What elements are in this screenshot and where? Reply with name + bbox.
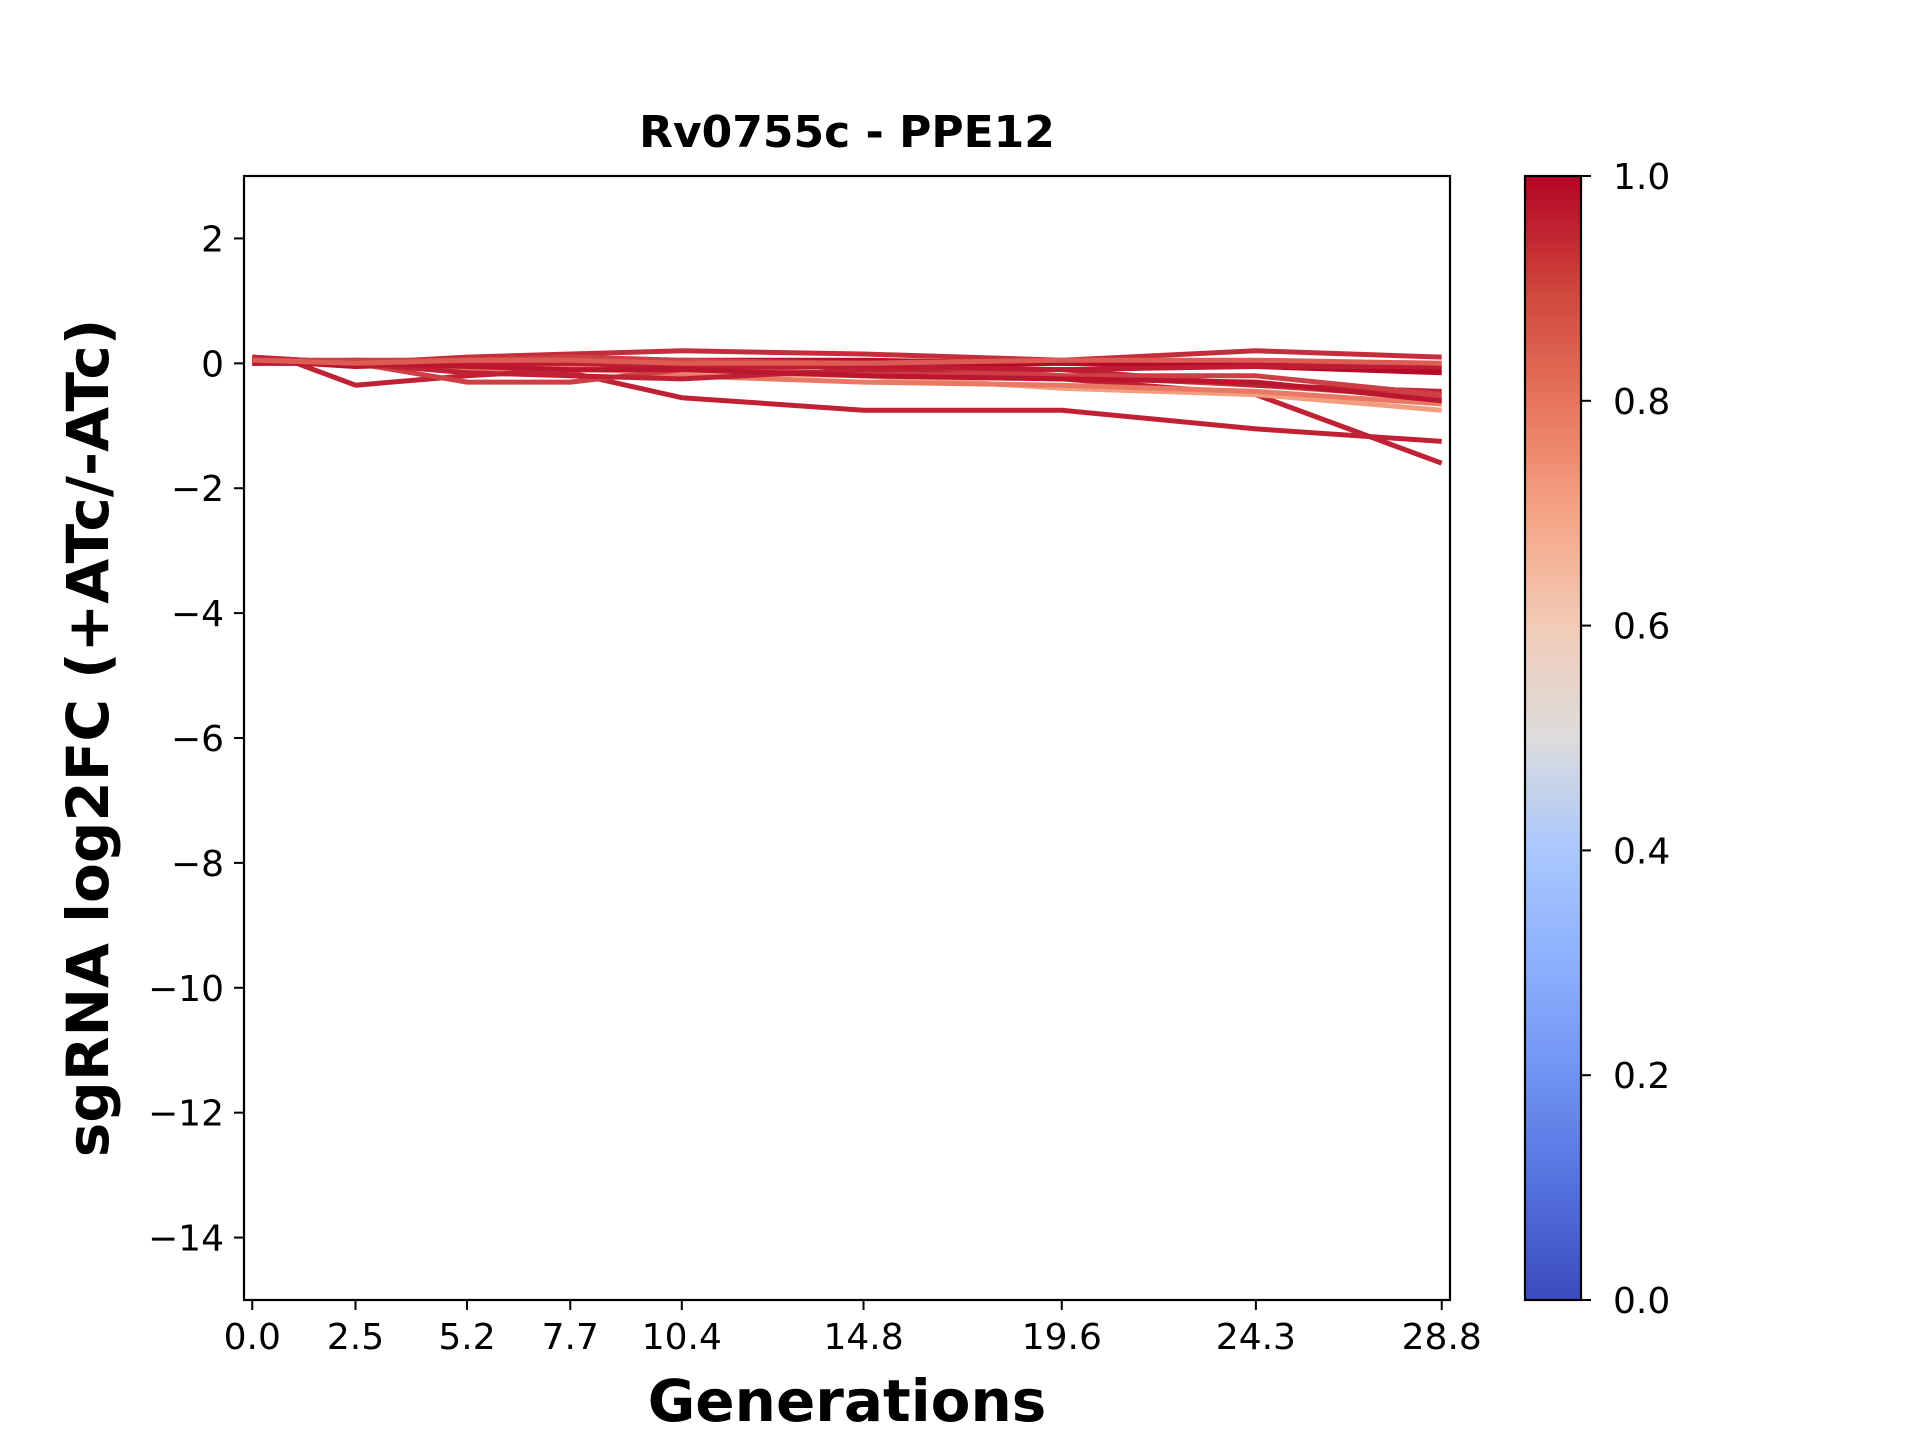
colorbar-tick-label: 1.0 — [1613, 157, 1670, 198]
series-line — [252, 357, 1442, 366]
x-tick-label: 28.8 — [1402, 1317, 1482, 1358]
x-tick-label: 5.2 — [438, 1317, 495, 1358]
plot-frame — [242, 174, 1452, 1302]
series-layer — [251, 348, 1443, 466]
y-tick-label: −10 — [148, 969, 224, 1010]
chart-title: Rv0755c - PPE12 — [639, 107, 1055, 158]
y-tick-label: −8 — [171, 844, 224, 885]
colorbar-tick-label: 0.4 — [1613, 831, 1670, 872]
y-tick-label: −4 — [171, 594, 224, 635]
y-tick-label: −6 — [171, 719, 224, 760]
colorbar-tick-label: 0.8 — [1613, 382, 1670, 423]
y-tick-label: −14 — [148, 1219, 224, 1260]
x-tick-label: 24.3 — [1216, 1317, 1296, 1358]
x-tick-label: 19.6 — [1022, 1317, 1102, 1358]
y-tick-label: −2 — [171, 469, 224, 510]
y-tick-label: −12 — [148, 1094, 224, 1135]
colorbar — [1523, 174, 1583, 1302]
x-tick-label: 0.0 — [224, 1317, 281, 1358]
x-tick-label: 14.8 — [823, 1317, 903, 1358]
y-tick-label: 2 — [201, 219, 224, 260]
colorbar-tick-label: 0.2 — [1613, 1056, 1670, 1097]
y-tick-label: 0 — [201, 344, 224, 385]
x-tick-label: 10.4 — [642, 1317, 722, 1358]
x-tick-label: 7.7 — [542, 1317, 599, 1358]
y-axis: 2 0 −2 −4 −6 −8 −10 −12 −14 — [148, 219, 244, 1260]
x-axis: 0.0 2.5 5.2 7.7 10.4 14.8 19.6 24.3 28.8 — [224, 1300, 1482, 1358]
colorbar-axis: 0.0 0.2 0.4 0.6 0.8 1.0 — [1581, 157, 1670, 1322]
x-axis-label: Generations — [648, 1367, 1047, 1435]
y-axis-label: sgRNA log2FC (+ATc/-ATc) — [54, 319, 122, 1157]
colorbar-tick-label: 0.6 — [1613, 607, 1670, 648]
colorbar-tick-label: 0.0 — [1613, 1281, 1670, 1322]
x-tick-label: 2.5 — [327, 1317, 384, 1358]
